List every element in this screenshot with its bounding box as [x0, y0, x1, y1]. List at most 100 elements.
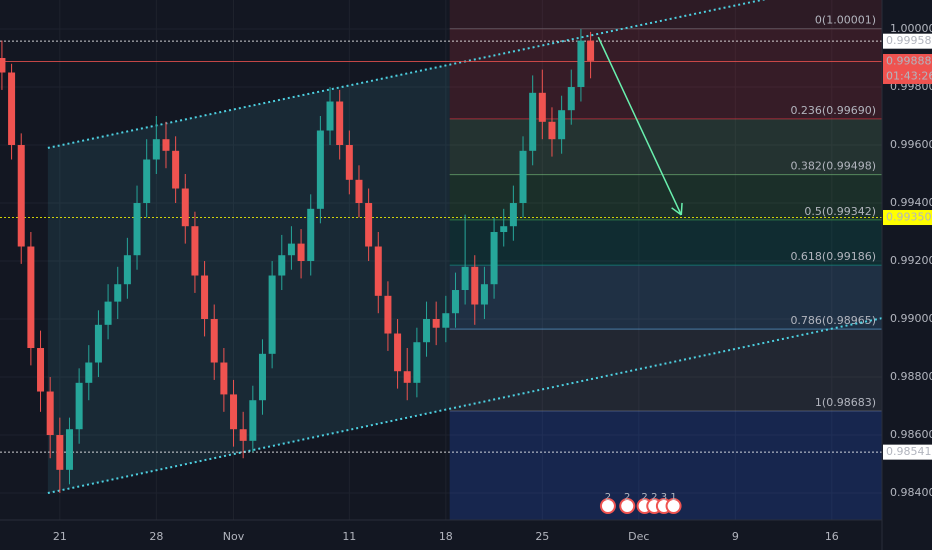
candle-body: [423, 319, 431, 343]
arrow-head: [671, 207, 682, 216]
y-tick-label: 0.99200: [890, 254, 932, 267]
candle-body: [258, 353, 266, 401]
fib-band: [449, 265, 882, 330]
candle-body: [85, 362, 93, 383]
candle-body: [355, 179, 363, 204]
candle-body: [56, 435, 64, 470]
event-count: 3: [661, 492, 667, 503]
candle-body: [239, 429, 247, 441]
fib-label: 0.618(0.99186): [790, 250, 876, 263]
fib-band: [449, 219, 882, 266]
candle-body: [287, 243, 295, 256]
candle-body: [114, 284, 122, 302]
event-marker: [619, 498, 636, 514]
fib-label: 1(0.98683): [815, 396, 876, 409]
candle-body: [316, 130, 324, 209]
candle-body: [548, 121, 556, 140]
candle-body: [567, 87, 575, 111]
candle-body: [384, 295, 392, 334]
axes: 0.98400 0.98600 0.98800 0.99000 0.99200 0.994…: [53, 22, 932, 543]
candle-body: [17, 145, 25, 247]
candle-body: [249, 400, 257, 441]
price-tag-label: 0.99958: [886, 34, 932, 47]
candle-body: [336, 101, 344, 146]
candle-body: [326, 101, 334, 131]
candle-body: [538, 92, 546, 122]
candle-body: [65, 429, 73, 470]
candle-body: [104, 301, 112, 325]
y-tick-label: 0.98400: [890, 486, 932, 499]
candle-body: [451, 290, 459, 314]
candle-body: [230, 394, 238, 430]
y-tick-label: 0.98600: [890, 428, 932, 441]
channel-line: [47, 317, 882, 495]
candle-body: [587, 40, 595, 61]
y-tick-label: 0.99400: [890, 196, 932, 209]
event-count: 2: [624, 492, 630, 503]
candle-body: [365, 203, 373, 247]
candle-body: [268, 275, 276, 354]
candle-body: [75, 382, 83, 430]
candle-body: [162, 139, 170, 151]
arrow-head: [680, 202, 683, 215]
fib-band: [449, 0, 882, 29]
candle-body: [413, 342, 421, 383]
x-tick-label: 28: [149, 530, 163, 543]
candle-body: [133, 203, 141, 256]
candle-body: [27, 246, 35, 349]
y-tick-label: 0.99600: [890, 138, 932, 151]
candle-body: [558, 110, 566, 140]
fib-band: [449, 28, 882, 119]
candle-body: [94, 324, 102, 363]
x-tick-label: Dec: [628, 530, 649, 543]
candle-body: [37, 348, 45, 392]
candle-body: [0, 58, 6, 73]
x-tick-label: 18: [439, 530, 453, 543]
price-tag: [883, 33, 932, 49]
candle-body: [509, 203, 517, 227]
event-count: 2: [641, 492, 647, 503]
price-tag: [883, 210, 932, 226]
candle-body: [577, 40, 585, 88]
x-tick-label: Nov: [223, 530, 245, 543]
candle-body: [490, 232, 498, 285]
candle-body: [307, 208, 315, 262]
candle-body: [403, 371, 411, 383]
y-tick-label: 0.99000: [890, 312, 932, 325]
candle-body: [480, 284, 488, 305]
candle-body: [345, 145, 353, 180]
candle-body: [394, 333, 402, 372]
candle-body: [191, 226, 199, 276]
candle-body: [374, 246, 382, 296]
fib-label: 0.382(0.99498): [790, 160, 876, 173]
plot-area: 0(1.00001) 0.236(0.99690) 0.382(0.99498) 0.…: [0, 0, 882, 520]
candle-body: [461, 266, 469, 291]
candle-body: [181, 188, 189, 227]
candle-body: [471, 266, 479, 305]
event-count: 1: [670, 492, 676, 503]
event-marker: [665, 498, 682, 514]
candle-body: [278, 255, 286, 276]
candle-body: [297, 243, 305, 262]
candle-body: [500, 226, 508, 233]
candle-body: [529, 92, 537, 151]
fib-band: [449, 329, 882, 411]
x-tick-label: 11: [342, 530, 356, 543]
candle-body: [432, 319, 440, 328]
x-tick-label: 9: [732, 530, 739, 543]
candle-body: [210, 319, 218, 363]
fib-label: 0(1.00001): [815, 14, 876, 27]
price-tag: [883, 53, 932, 84]
candle-body: [152, 139, 160, 160]
y-tick-label: 0.98800: [890, 370, 932, 383]
candle-body: [143, 159, 151, 204]
candle-body: [172, 150, 180, 189]
countdown: 01:43:26: [886, 69, 932, 82]
candle-body: [519, 150, 527, 204]
candle-body: [201, 275, 209, 320]
candle-body: [442, 313, 450, 328]
price-tag-label: 0.99888: [886, 54, 932, 67]
candle-body: [123, 255, 131, 285]
event-count: 2: [605, 492, 611, 503]
candle-body: [8, 72, 16, 146]
